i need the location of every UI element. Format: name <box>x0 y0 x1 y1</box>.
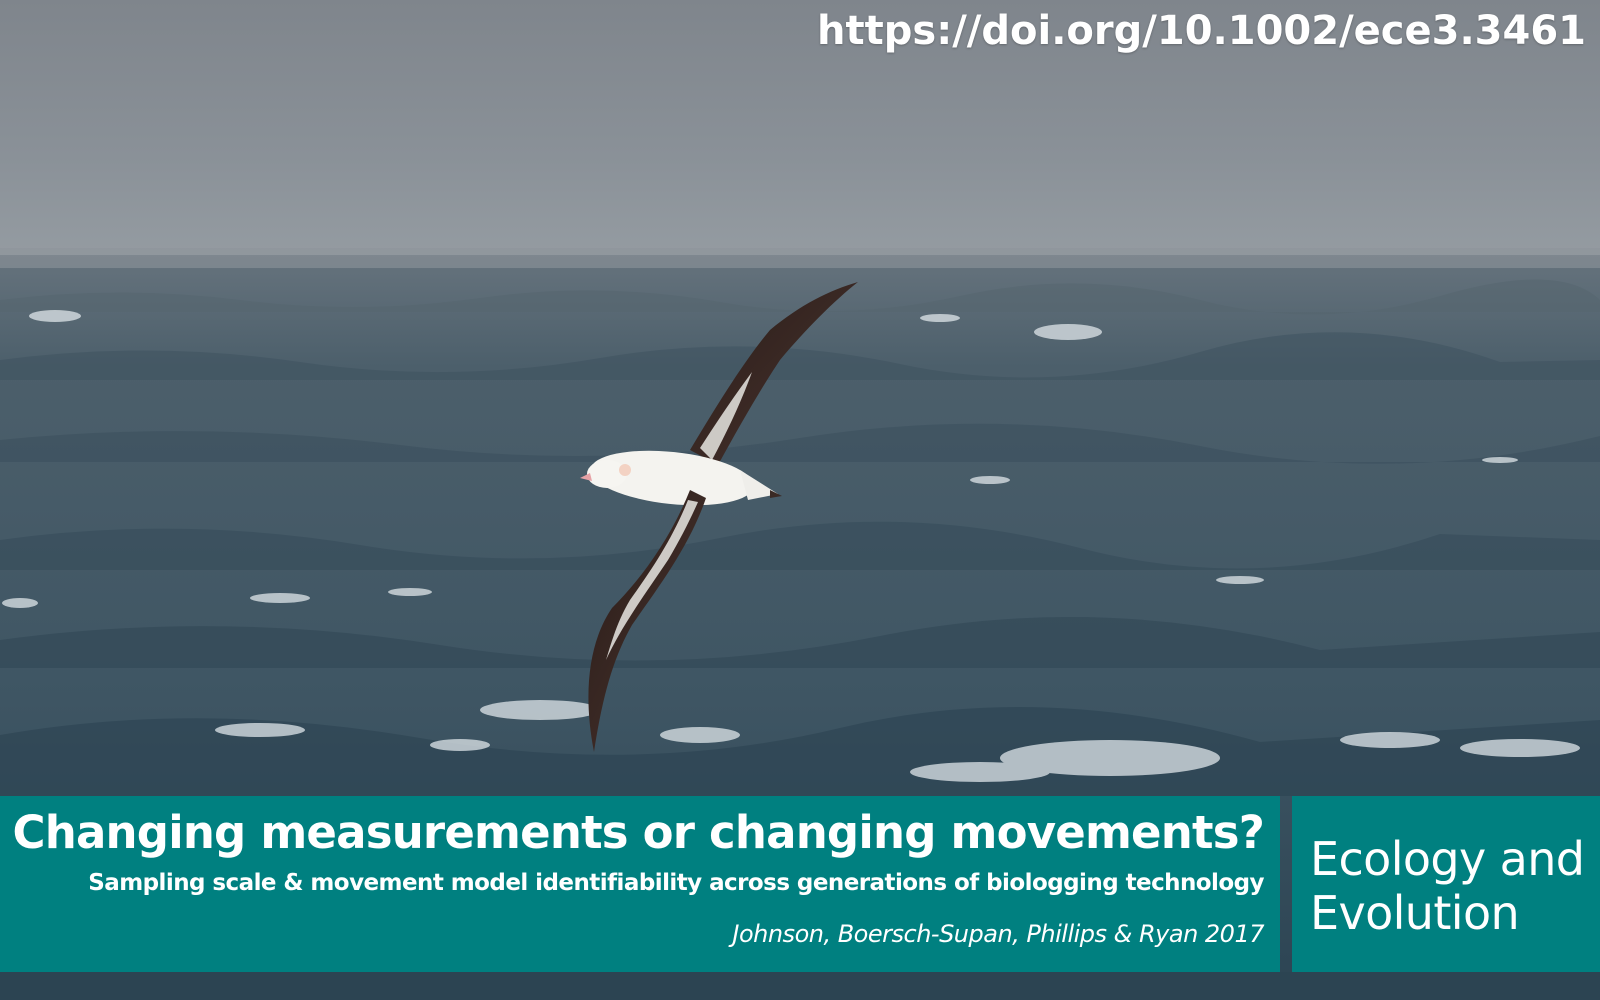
doi-link[interactable]: https://doi.org/10.1002/ece3.3461 <box>817 8 1586 54</box>
article-authors: Johnson, Boersch-Supan, Phillips & Ryan … <box>732 920 1264 948</box>
waves <box>0 279 1600 796</box>
article-title: Changing measurements or changing moveme… <box>12 806 1265 859</box>
journal-name-line-2: Evolution <box>1310 886 1520 940</box>
albatross <box>580 282 858 752</box>
journal-name-box: Ecology and Evolution <box>1292 796 1600 972</box>
title-banner: Changing measurements or changing moveme… <box>0 796 1280 972</box>
journal-name-line-1: Ecology and <box>1310 832 1585 886</box>
article-subtitle: Sampling scale & movement model identifi… <box>88 870 1264 896</box>
whitecaps <box>2 310 1580 782</box>
sky <box>0 0 1600 262</box>
